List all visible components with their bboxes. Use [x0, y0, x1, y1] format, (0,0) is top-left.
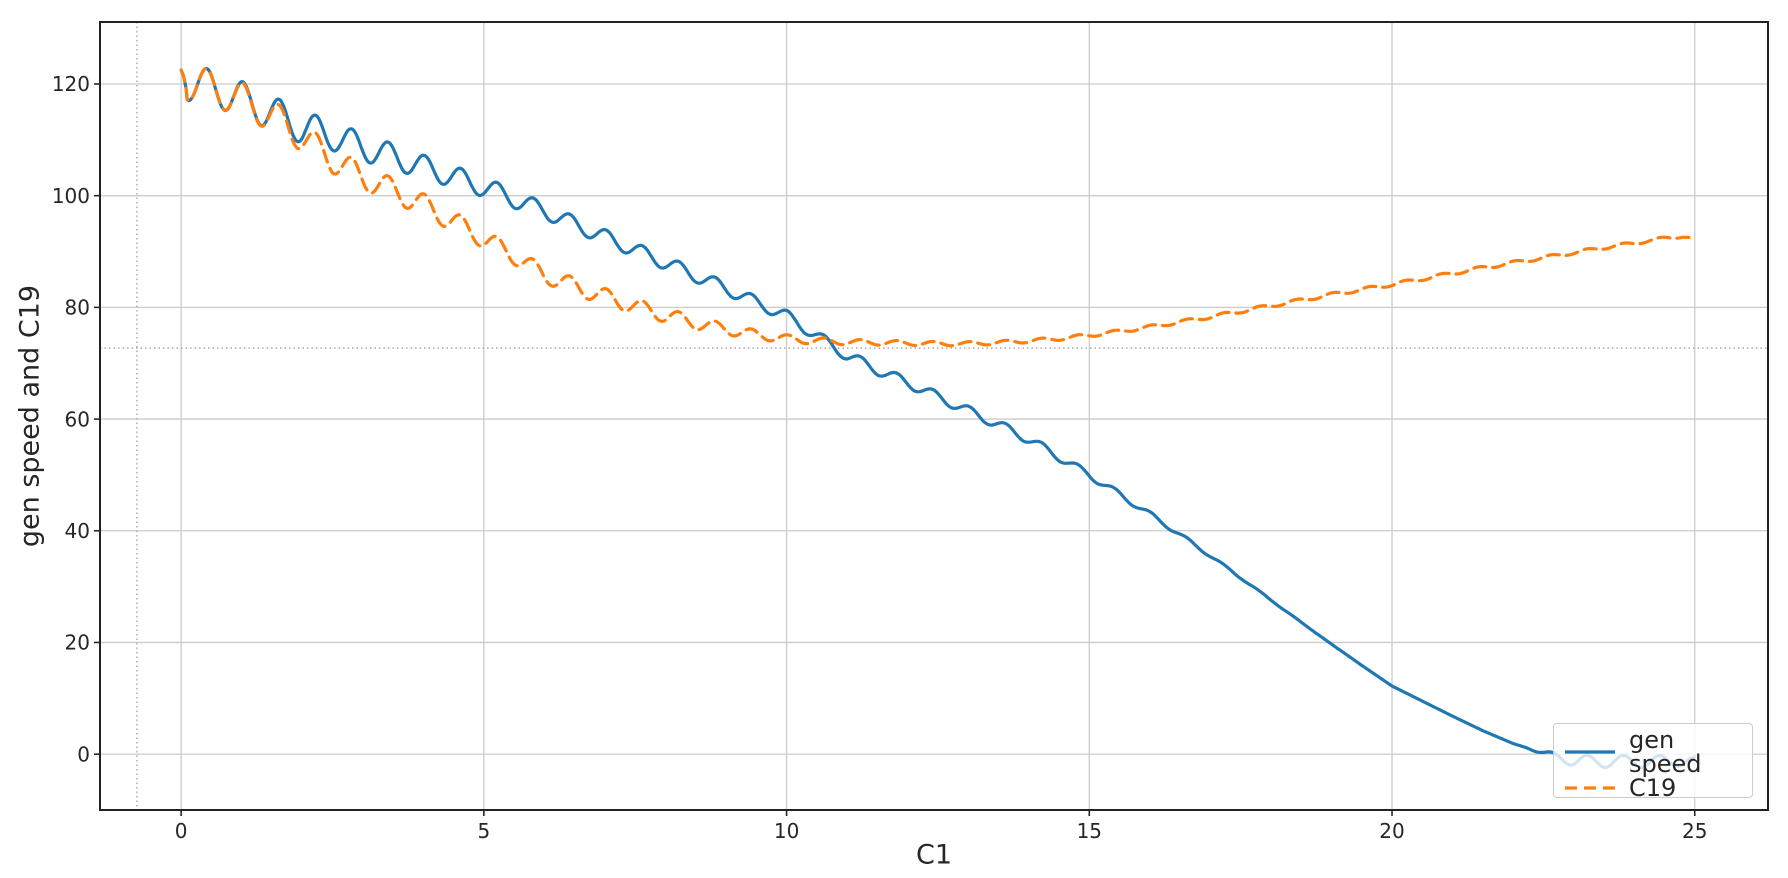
x-tick-label: 25	[1682, 819, 1707, 843]
y-axis-label: gen speed and C19	[14, 284, 46, 548]
x-tick-label: 15	[1077, 819, 1102, 843]
x-tick-label: 20	[1379, 819, 1404, 843]
y-tick-label: 40	[65, 519, 90, 543]
series-line-c19	[179, 67, 1697, 348]
y-tick-label: 120	[52, 72, 90, 96]
legend-sample-c19-line	[1565, 786, 1615, 790]
y-tick-label: 100	[52, 184, 90, 208]
grid-lines	[100, 22, 1768, 810]
tick-labels: 0 5 10 15 20 25 0 20 40 60 80 100 120	[52, 72, 1708, 843]
x-tick-label: 0	[175, 819, 188, 843]
legend-item-gen-speed: gen speed	[1564, 728, 1742, 776]
y-tick-label: 0	[77, 742, 90, 766]
legend-label-c19: C19	[1629, 774, 1677, 802]
ticks	[94, 83, 1696, 816]
y-tick-label: 80	[65, 296, 90, 320]
reference-lines	[100, 22, 1768, 810]
y-tick-label: 60	[65, 407, 90, 431]
x-axis-label: C1	[915, 839, 953, 871]
series-line-gen-speed	[179, 67, 1697, 770]
legend-label-gen-speed: gen speed	[1629, 726, 1702, 778]
y-tick-label: 20	[65, 631, 90, 655]
axes-frame	[99, 21, 1769, 811]
x-tick-label: 10	[774, 819, 799, 843]
legend: gen speed C19	[1553, 723, 1753, 800]
x-tick-label: 5	[477, 819, 490, 843]
legend-item-c19: C19	[1564, 776, 1742, 800]
series-group	[179, 67, 1697, 770]
legend-sample-gen-speed-line	[1565, 750, 1615, 754]
